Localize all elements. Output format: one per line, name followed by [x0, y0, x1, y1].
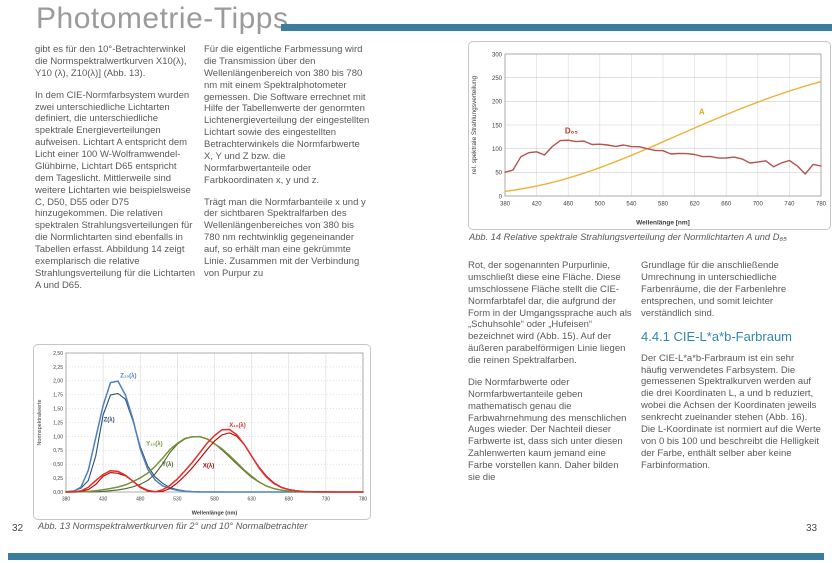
svg-text:780: 780 [816, 202, 827, 208]
svg-text:480: 480 [136, 497, 145, 503]
svg-text:580: 580 [658, 202, 669, 208]
svg-text:rel. spektrale Strahlungsverte: rel. spektrale Strahlungsverteilung [471, 75, 478, 174]
right-page-column-2: Grundlage für die anschließende Umrechnu… [641, 260, 822, 481]
left-page-column-2: Für die eigentliche Farbmessung wird die… [204, 44, 370, 290]
svg-text:300: 300 [492, 52, 503, 58]
svg-text:580: 580 [210, 497, 219, 503]
svg-text:380: 380 [500, 202, 511, 208]
svg-text:Wellenlänge (nm): Wellenlänge (nm) [192, 511, 238, 517]
svg-text:380: 380 [62, 497, 71, 503]
svg-text:Y(λ): Y(λ) [162, 462, 173, 468]
svg-text:A: A [699, 108, 705, 117]
paragraph: Trägt man die Normfarbanteile x und y de… [204, 196, 366, 279]
svg-text:Z₁₀(λ): Z₁₀(λ) [120, 373, 136, 379]
right-col2-intro: Grundlage für die anschließende Umrechnu… [641, 260, 822, 319]
left-page-column-1: gibt es für den 10°-Betrachterwinkel die… [35, 44, 197, 302]
svg-text:1,00: 1,00 [53, 434, 63, 440]
svg-text:530: 530 [173, 497, 182, 503]
paragraph: Grundlage für die anschließende Umrechnu… [641, 260, 787, 319]
svg-text:0,25: 0,25 [53, 476, 63, 482]
svg-text:460: 460 [563, 202, 574, 208]
svg-text:200: 200 [492, 100, 503, 106]
svg-text:Y₁₀(λ): Y₁₀(λ) [146, 441, 163, 447]
svg-text:0: 0 [499, 194, 503, 200]
svg-text:Wellenlänge [nm]: Wellenlänge [nm] [636, 220, 690, 227]
fig14-svg: 380 420 460 500 540 580 620 660 700 740 780 0 50 100 1… [471, 52, 827, 227]
page-title: Photometrie-Tipps [36, 2, 289, 35]
svg-text:730: 730 [322, 497, 331, 503]
section-heading-cielab: 4.4.1 CIE-L*a*b-Farbraum [641, 329, 793, 345]
svg-text:630: 630 [247, 497, 256, 503]
svg-text:2,25: 2,25 [53, 365, 63, 371]
figure-caption-abb14: Abb. 14 Relative spektrale Strahlungsver… [469, 232, 787, 242]
svg-text:2,00: 2,00 [53, 379, 63, 385]
paragraph: gibt es für den 10°-Betrachterwinkel die… [35, 44, 187, 79]
header-accent-bar [281, 24, 832, 31]
svg-text:X(λ): X(λ) [203, 464, 214, 470]
svg-text:Z(λ): Z(λ) [104, 417, 115, 423]
svg-text:Normspektralwerte: Normspektralwerte [37, 399, 43, 445]
svg-text:0,00: 0,00 [53, 490, 63, 496]
paragraph: In dem CIE-Normfarbsystem wurden zwei un… [35, 89, 196, 291]
paragraph: Die Normfarbwerte oder Normfarbwertantei… [468, 376, 627, 483]
svg-text:2,50: 2,50 [53, 351, 63, 357]
figure-abb13-chart: 380 430 480 530 580 630 680 730 780 0,00 0,25 0,50 0… [33, 344, 371, 520]
svg-text:700: 700 [753, 202, 764, 208]
svg-text:X₁₀(λ): X₁₀(λ) [229, 423, 246, 429]
paragraph: Für die eigentliche Farbmessung wird die… [204, 44, 370, 186]
right-page-column-1: Rot, der sogenannten Purpurlinie, umschl… [468, 260, 633, 494]
figure-caption-abb13: Abb. 13 Normspektralwertkurven für 2° un… [38, 521, 308, 531]
svg-text:100: 100 [492, 147, 503, 153]
svg-text:0,50: 0,50 [53, 462, 63, 468]
svg-text:420: 420 [532, 202, 543, 208]
svg-text:150: 150 [492, 123, 503, 129]
svg-text:500: 500 [595, 202, 606, 208]
svg-text:D₆₅: D₆₅ [565, 127, 578, 136]
svg-text:660: 660 [721, 202, 732, 208]
svg-text:540: 540 [626, 202, 637, 208]
svg-text:1,25: 1,25 [53, 420, 63, 426]
right-col2-body: Der CIE-L*a*b-Farbraum ist ein sehr häuf… [641, 353, 822, 472]
paragraph: Rot, der sogenannten Purpurlinie, umschl… [468, 260, 632, 366]
svg-text:50: 50 [495, 171, 502, 177]
footer-accent-bar [8, 553, 824, 560]
svg-text:780: 780 [359, 497, 368, 503]
fig13-svg: 380 430 480 530 580 630 680 730 780 0,00 0,25 0,50 0… [37, 351, 368, 517]
page-number-left: 32 [12, 523, 24, 534]
svg-text:0,75: 0,75 [53, 448, 63, 454]
svg-text:430: 430 [99, 497, 108, 503]
svg-text:1,50: 1,50 [53, 407, 63, 413]
svg-text:620: 620 [690, 202, 701, 208]
page-number-right: 33 [806, 523, 818, 534]
paragraph: Der CIE-L*a*b-Farbraum ist ein sehr häuf… [641, 352, 821, 471]
figure-abb14-chart: 380 420 460 500 540 580 620 660 700 740 780 0 50 100 1… [468, 41, 831, 230]
svg-text:680: 680 [285, 497, 294, 503]
svg-text:250: 250 [492, 76, 503, 82]
svg-text:740: 740 [784, 202, 795, 208]
svg-text:1,75: 1,75 [53, 393, 63, 399]
